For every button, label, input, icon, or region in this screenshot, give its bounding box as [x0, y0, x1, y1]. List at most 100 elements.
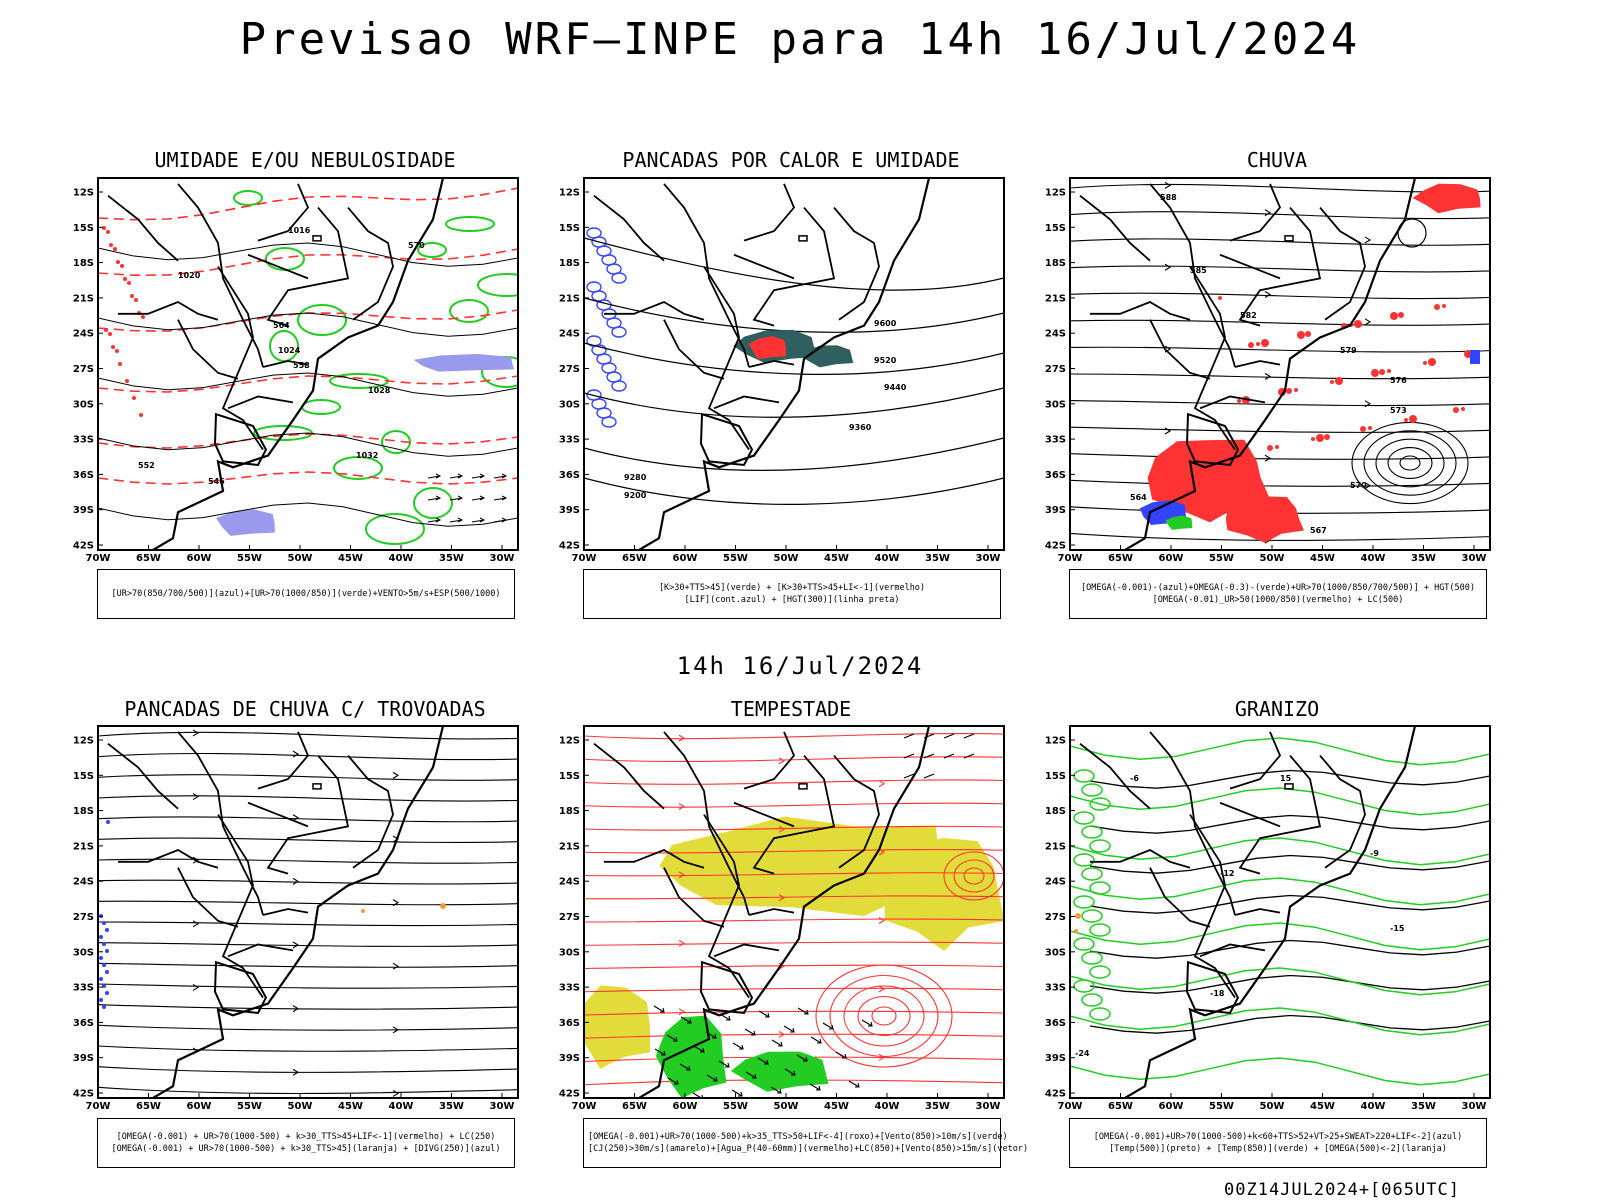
wind-vector	[923, 753, 935, 759]
uruguay-border	[213, 412, 268, 467]
lat-tick-label: 12S	[73, 188, 94, 199]
lat-tick-label: 39S	[73, 505, 94, 516]
contour-label: 9280	[624, 473, 647, 482]
legend-line: [OMEGA(-0.001) + UR>70(1000-500) + k>30_…	[116, 1132, 496, 1142]
lat-tick-label: 18S	[73, 258, 94, 269]
state-border	[752, 754, 836, 875]
state-border	[247, 253, 309, 280]
divg-blue-speck	[102, 963, 106, 967]
coastline	[638, 726, 931, 1098]
lc250-streamline	[98, 1086, 518, 1095]
red-speck	[120, 264, 124, 268]
lc850-streamline-arrow	[678, 939, 686, 947]
lc250-streamline-arrow	[292, 1068, 300, 1076]
lon-tick-label: 55W	[237, 553, 262, 564]
map-content	[584, 726, 1004, 1098]
lc250-streamline-arrow	[392, 1089, 400, 1097]
lon-tick-label: 35W	[925, 553, 950, 564]
state-border	[1319, 206, 1366, 321]
temp850-contour	[1070, 787, 1490, 816]
state-border	[713, 943, 780, 958]
lat-tick-label: 39S	[559, 1053, 580, 1064]
pressure-contour	[98, 502, 518, 527]
temp850-contour	[1073, 979, 1095, 993]
red-speck	[115, 349, 119, 353]
temp850-contour	[1081, 993, 1103, 1007]
lc850-vortex	[843, 985, 925, 1047]
wind-vector	[963, 733, 975, 739]
lon-tick-label: 35W	[439, 553, 464, 564]
lc250-streamline	[98, 1045, 518, 1052]
hgt300-contour	[584, 387, 1004, 418]
state-border	[177, 183, 264, 368]
contour-label: 9360	[849, 423, 872, 432]
wind-vector	[797, 1007, 809, 1015]
lc850-streamline	[584, 941, 1004, 946]
lat-tick-label: 42S	[73, 541, 94, 552]
lon-tick-label: 60W	[1159, 553, 1184, 564]
green-humidity-contour	[297, 304, 347, 336]
state-border	[1149, 731, 1236, 916]
coastline	[1124, 178, 1417, 550]
lat-tick-label: 12S	[559, 188, 580, 199]
state-border	[347, 206, 394, 321]
lat-tick-label: 30S	[559, 399, 580, 410]
lc500-streamline	[1070, 479, 1490, 487]
lon-tick-label: 40W	[1361, 553, 1386, 564]
legend-line: [CJ(250)>30m/s](amarelo)+[Agua_P(40-60mm…	[588, 1144, 1029, 1154]
wind850-green-area	[730, 1051, 829, 1092]
lc850-vortex	[829, 974, 939, 1058]
red-speck	[123, 277, 127, 281]
lc500-streamline	[1070, 453, 1490, 460]
lc250-streamline	[98, 921, 518, 927]
lat-tick-label: 21S	[1045, 841, 1066, 852]
legend-granizo: [OMEGA(-0.001)+UR>70(1000-500)+k<60+TTS>…	[1069, 1118, 1487, 1168]
uruguay-border	[213, 960, 268, 1015]
lon-tick-label: 35W	[925, 1101, 950, 1112]
wind-vector	[784, 1068, 796, 1076]
lon-tick-label: 65W	[136, 553, 161, 564]
lat-tick-label: 33S	[1045, 435, 1066, 446]
contour-label: 573	[1390, 406, 1407, 415]
rain-red-area	[1225, 496, 1304, 543]
contour-label: 1020	[178, 271, 201, 280]
lc500-streamline	[1070, 292, 1490, 300]
state-border	[177, 319, 239, 380]
lc250-streamline-arrow	[392, 771, 400, 779]
contour-label: 570	[1350, 481, 1367, 490]
lon-tick-label: 45W	[1310, 553, 1335, 564]
coastline	[152, 726, 445, 1098]
rain-red-speck	[1371, 369, 1379, 377]
lat-tick-label: 15S	[559, 223, 580, 234]
map-frame	[97, 177, 519, 551]
lc850-streamline	[584, 918, 1004, 923]
lon-tick-label: 55W	[237, 1101, 262, 1112]
wind-vector	[493, 495, 508, 501]
lc250-streamline-arrow	[392, 962, 400, 970]
contour-label: 576	[1390, 376, 1407, 385]
temp850-contour	[1070, 1057, 1490, 1086]
lake-marker	[312, 235, 322, 242]
omega-blue-area	[1470, 350, 1480, 364]
wind-vector	[903, 733, 915, 739]
state-border	[743, 183, 796, 242]
lavender-humidity-band	[413, 354, 514, 372]
rain-red-speck	[1442, 304, 1446, 308]
lon-tick-label: 70W	[1058, 1101, 1083, 1112]
lc850-vortex	[857, 995, 911, 1037]
red-speck	[141, 315, 145, 319]
state-border	[1238, 754, 1322, 875]
lc850-streamline	[584, 825, 1004, 831]
lat-tick-label: 12S	[559, 736, 580, 747]
state-border	[1090, 849, 1191, 869]
legend-line: [OMEGA(-0.001)+UR>70(1000-500)+k>35_TTS>…	[588, 1132, 1008, 1142]
lc250-streamline-arrow	[192, 793, 200, 801]
lat-tick-label: 27S	[1045, 364, 1066, 375]
lc250-streamline-arrow	[292, 877, 300, 885]
lc500-streamline-arrow	[1264, 454, 1272, 462]
temp500-contour	[1089, 854, 1490, 874]
lake-marker	[1284, 783, 1294, 790]
wind-vector	[449, 473, 464, 479]
state-border	[1219, 801, 1281, 828]
